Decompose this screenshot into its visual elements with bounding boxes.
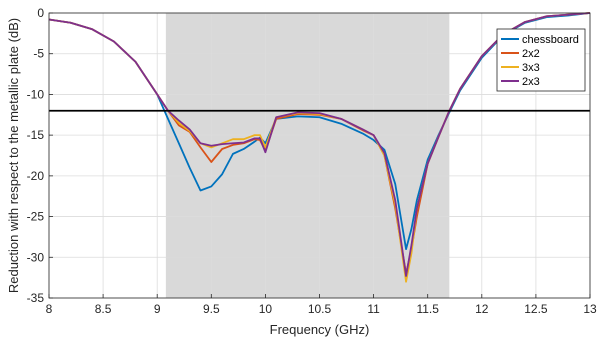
y-tick-label: -15 bbox=[27, 128, 45, 142]
x-tick-label: 12 bbox=[475, 302, 489, 316]
x-axis-label: Frequency (GHz) bbox=[270, 322, 370, 337]
y-tick-labels: 0 -5 -10 -15 -20 -25 -30 -35 bbox=[27, 6, 45, 305]
legend: chessboard 2x2 3x3 2x3 bbox=[496, 28, 586, 92]
shaded-band-layer bbox=[165, 13, 450, 298]
legend-label-chessboard: chessboard bbox=[522, 34, 579, 46]
legend-label-3x3: 3x3 bbox=[522, 62, 540, 74]
x-tick-label: 11.5 bbox=[416, 302, 439, 316]
y-axis-label: Reduction with respect to the metallic p… bbox=[6, 18, 21, 293]
y-tick-label: -5 bbox=[33, 47, 44, 61]
y-tick-label: -25 bbox=[27, 210, 45, 224]
y-tick-label: 0 bbox=[37, 6, 44, 20]
y-tick-label: -20 bbox=[27, 169, 45, 183]
y-tick-label: -35 bbox=[27, 291, 45, 305]
x-tick-label: 9 bbox=[154, 302, 161, 316]
x-tick-label: 11 bbox=[367, 302, 380, 316]
legend-label-2x2: 2x2 bbox=[522, 48, 540, 60]
x-tick-label: 8.5 bbox=[95, 302, 112, 316]
axes-layer bbox=[48, 12, 591, 299]
series-line-2x3 bbox=[48, 12, 591, 277]
shaded-band bbox=[165, 13, 450, 298]
x-tick-label: 13 bbox=[583, 302, 597, 316]
x-tick-label: 8 bbox=[46, 302, 53, 316]
legend-label-2x3: 2x3 bbox=[522, 76, 540, 88]
x-tick-label: 9.5 bbox=[203, 302, 220, 316]
y-tick-label: -10 bbox=[27, 87, 45, 101]
series-layer bbox=[48, 12, 591, 283]
x-tick-labels: 8 8.5 9 9.5 10 10.5 11 11.5 12 12.5 13 bbox=[46, 302, 597, 316]
x-tick-label: 10 bbox=[259, 302, 273, 316]
y-tick-label: -30 bbox=[27, 250, 45, 264]
x-tick-label: 12.5 bbox=[524, 302, 548, 316]
x-tick-label: 10.5 bbox=[308, 302, 332, 316]
